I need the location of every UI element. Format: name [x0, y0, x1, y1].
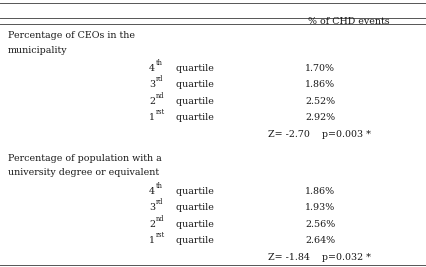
Text: quartile: quartile	[173, 187, 214, 196]
Text: 2.52%: 2.52%	[305, 97, 335, 106]
Text: nd: nd	[156, 92, 164, 100]
Text: quartile: quartile	[173, 219, 214, 229]
Text: 1.86%: 1.86%	[305, 187, 335, 196]
Text: Z= -1.84    p=0.032 *: Z= -1.84 p=0.032 *	[268, 253, 371, 262]
Text: quartile: quartile	[173, 236, 214, 245]
Text: rst: rst	[156, 231, 165, 239]
Text: rd: rd	[156, 75, 164, 83]
Text: rst: rst	[156, 108, 165, 116]
Text: 1.70%: 1.70%	[305, 64, 335, 73]
Text: 2.56%: 2.56%	[305, 219, 335, 229]
Text: 2.64%: 2.64%	[305, 236, 335, 245]
Text: 1: 1	[149, 236, 155, 245]
Text: 1: 1	[149, 113, 155, 122]
Text: 3: 3	[149, 80, 155, 89]
Text: th: th	[156, 59, 163, 67]
Text: quartile: quartile	[173, 64, 214, 73]
Text: 2: 2	[149, 219, 155, 229]
Text: 3: 3	[149, 203, 155, 212]
Text: quartile: quartile	[173, 97, 214, 106]
Text: Z= -2.70    p=0.003 *: Z= -2.70 p=0.003 *	[268, 130, 371, 139]
Text: % of CHD events: % of CHD events	[308, 17, 390, 26]
Text: 4: 4	[149, 64, 155, 73]
Text: municipality: municipality	[8, 46, 68, 54]
Text: Percentage of CEOs in the: Percentage of CEOs in the	[8, 32, 135, 41]
Text: 1.86%: 1.86%	[305, 80, 335, 89]
Text: university degree or equivalent: university degree or equivalent	[8, 168, 159, 178]
Text: quartile: quartile	[173, 80, 214, 89]
Text: Percentage of population with a: Percentage of population with a	[8, 154, 162, 163]
Text: th: th	[156, 182, 163, 190]
Text: 2.92%: 2.92%	[305, 113, 335, 122]
Text: 2: 2	[149, 97, 155, 106]
Text: 1.93%: 1.93%	[305, 203, 335, 212]
Text: nd: nd	[156, 215, 164, 223]
Text: quartile: quartile	[173, 113, 214, 122]
Text: 4: 4	[149, 187, 155, 196]
Text: quartile: quartile	[173, 203, 214, 212]
Text: rd: rd	[156, 198, 164, 206]
